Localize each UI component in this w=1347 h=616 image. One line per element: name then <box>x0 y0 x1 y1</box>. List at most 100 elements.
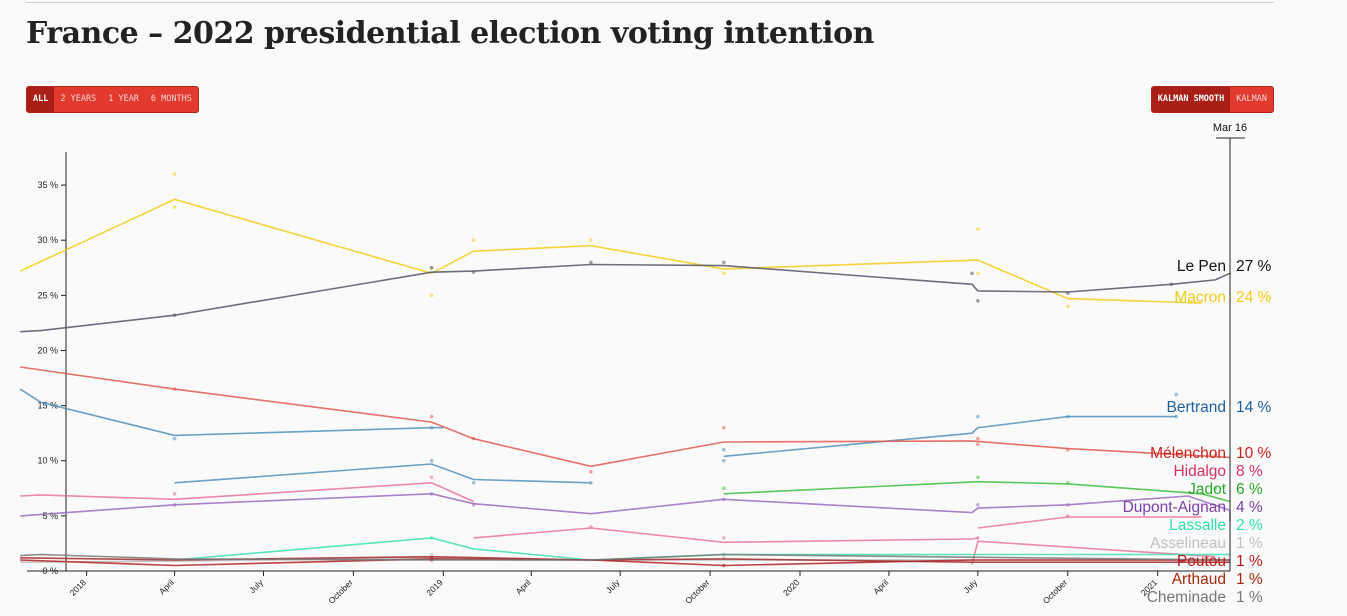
series-m-lenchon-poll-point <box>589 469 593 474</box>
series-jadot-poll-point <box>1213 486 1218 491</box>
series-hidalgo-line <box>20 481 474 503</box>
series-le-pen-poll-point <box>976 299 980 303</box>
series-asselineau-poll-point <box>429 552 434 557</box>
end-label-name: Arthaud <box>1172 571 1226 588</box>
voting-intention-chart: 0 %5 %10 %15 %20 %25 %30 %35 %2018 April J… <box>19 122 1272 606</box>
series-dupont-aignan-poll-point <box>976 503 980 507</box>
end-label-value: 6 % <box>1236 481 1263 498</box>
series-macron-poll-point <box>976 227 980 231</box>
x-tick-label: April <box>514 577 533 596</box>
series-m-lenchon-line <box>20 366 1231 468</box>
end-label-name: Lassalle <box>1169 517 1226 534</box>
end-label-name: Le Pen <box>1177 258 1226 275</box>
page-title: France – 2022 presidential election voti… <box>26 16 874 51</box>
end-label-value: 10 % <box>1236 445 1272 462</box>
series-bertrand-poll-point <box>721 447 726 452</box>
x-tick-label: April <box>157 577 176 596</box>
series-le-pen-line <box>20 263 1231 333</box>
range-2-years-button[interactable]: 2 YEARS <box>60 94 97 104</box>
series-cheminade-line <box>20 553 1231 561</box>
end-label-name: Macron <box>1174 289 1226 306</box>
end-label-value: 27 % <box>1236 258 1272 275</box>
x-tick-label: July <box>604 577 622 595</box>
series-le-pen-poll-point <box>970 271 974 276</box>
y-tick-label: 20 % <box>37 345 58 355</box>
end-label-value: 4 % <box>1236 499 1263 516</box>
end-label-name: Asselineau <box>1150 535 1226 552</box>
y-tick-label: 5 % <box>42 511 58 521</box>
series-macron-poll-point <box>471 238 476 243</box>
series-bertrand-line <box>19 388 444 437</box>
x-tick-label: 2019 <box>424 577 445 598</box>
series-bertrand-poll-point <box>976 414 980 419</box>
series-m-lenchon-poll-point <box>976 436 980 441</box>
y-tick-label: 25 % <box>37 290 58 300</box>
end-label-value: 1 % <box>1236 535 1263 552</box>
end-label-value: 1 % <box>1236 553 1263 570</box>
series-hidalgo-poll-point <box>429 475 434 480</box>
series-jadot-poll-point <box>976 475 980 480</box>
series-macron-poll-point <box>589 238 593 243</box>
end-label-value: 2 % <box>1236 517 1263 534</box>
smoothing-selector: KALMAN SMOOTH KALMAN <box>1150 86 1274 113</box>
time-range-selector: ALL 2 YEARS 1 YEAR 6 MONTHS <box>26 86 199 113</box>
end-label-value: 24 % <box>1236 289 1272 306</box>
series-hidalgo-line <box>473 527 979 544</box>
series-m-lenchon-poll-point <box>429 414 434 419</box>
y-tick-label: 35 % <box>37 180 58 190</box>
series-le-pen-poll-point <box>589 260 593 265</box>
series-le-pen-poll-point <box>721 260 726 265</box>
end-label-name: Bertrand <box>1167 399 1226 416</box>
x-tick-label: 2018 <box>68 577 89 598</box>
series-m-lenchon-poll-point <box>976 442 980 446</box>
end-label-name: Jadot <box>1188 481 1227 498</box>
end-label-name: Poutou <box>1177 553 1226 570</box>
series-macron-poll-point <box>976 271 980 276</box>
x-tick-label: October <box>326 577 355 606</box>
y-tick-label: 10 % <box>37 456 58 466</box>
end-label-value: 14 % <box>1236 399 1272 416</box>
x-tick-label: 2020 <box>781 577 802 598</box>
x-tick-label: October <box>683 577 712 606</box>
end-label-name: Dupont-Aignan <box>1123 499 1226 516</box>
x-tick-label: July <box>962 577 980 595</box>
series-dupont-aignan-line <box>20 492 1231 522</box>
kalman-smooth-button[interactable]: KALMAN SMOOTH <box>1151 87 1231 112</box>
series-hidalgo-poll-point <box>172 492 177 496</box>
end-label-name: Hidalgo <box>1173 463 1226 480</box>
series-jadot-poll-point <box>721 486 726 491</box>
end-label-name: Cheminade <box>1147 589 1226 606</box>
series-macron-poll-point <box>172 172 177 176</box>
series-macron-poll-point <box>1065 304 1070 309</box>
series-jadot-line <box>723 480 1231 503</box>
range-6-months-button[interactable]: 6 MONTHS <box>150 94 192 104</box>
range-all-button[interactable]: ALL <box>27 87 55 112</box>
end-label-value: 1 % <box>1236 589 1263 606</box>
series-bertrand-alt--poll-point <box>429 458 434 463</box>
series-macron-line <box>19 198 1202 304</box>
end-label-name: Mélenchon <box>1150 445 1226 462</box>
series-m-lenchon-poll-point <box>721 425 726 430</box>
series-hidalgo-alt--line <box>977 516 1202 529</box>
x-tick-label: October <box>1041 577 1070 606</box>
series-macron-poll-point <box>429 293 434 298</box>
range-1-year-button[interactable]: 1 YEAR <box>108 94 139 104</box>
end-label-value: 8 % <box>1236 463 1263 480</box>
series-bertrand-poll-point <box>1174 392 1179 397</box>
end-label-value: 1 % <box>1236 571 1263 588</box>
top-rule <box>26 2 1274 3</box>
y-tick-label: 15 % <box>37 401 58 411</box>
series-lassalle-line <box>174 537 1230 561</box>
x-tick-label: April <box>871 577 890 596</box>
x-tick-label: July <box>247 577 265 595</box>
kalman-button[interactable]: KALMAN <box>1236 94 1267 104</box>
series-bertrand-alt--line <box>174 463 591 484</box>
series-macron-poll-point <box>172 205 177 209</box>
series-bertrand-poll-point <box>721 458 726 463</box>
series-le-pen-poll-point <box>429 265 434 270</box>
series-bertrand-poll-point <box>172 436 177 441</box>
y-tick-label: 30 % <box>37 235 58 245</box>
date-cursor-label: Mar 16 <box>1213 122 1247 134</box>
series-macron-poll-point <box>721 271 726 276</box>
series-bertrand-alt--poll-point <box>471 480 476 485</box>
